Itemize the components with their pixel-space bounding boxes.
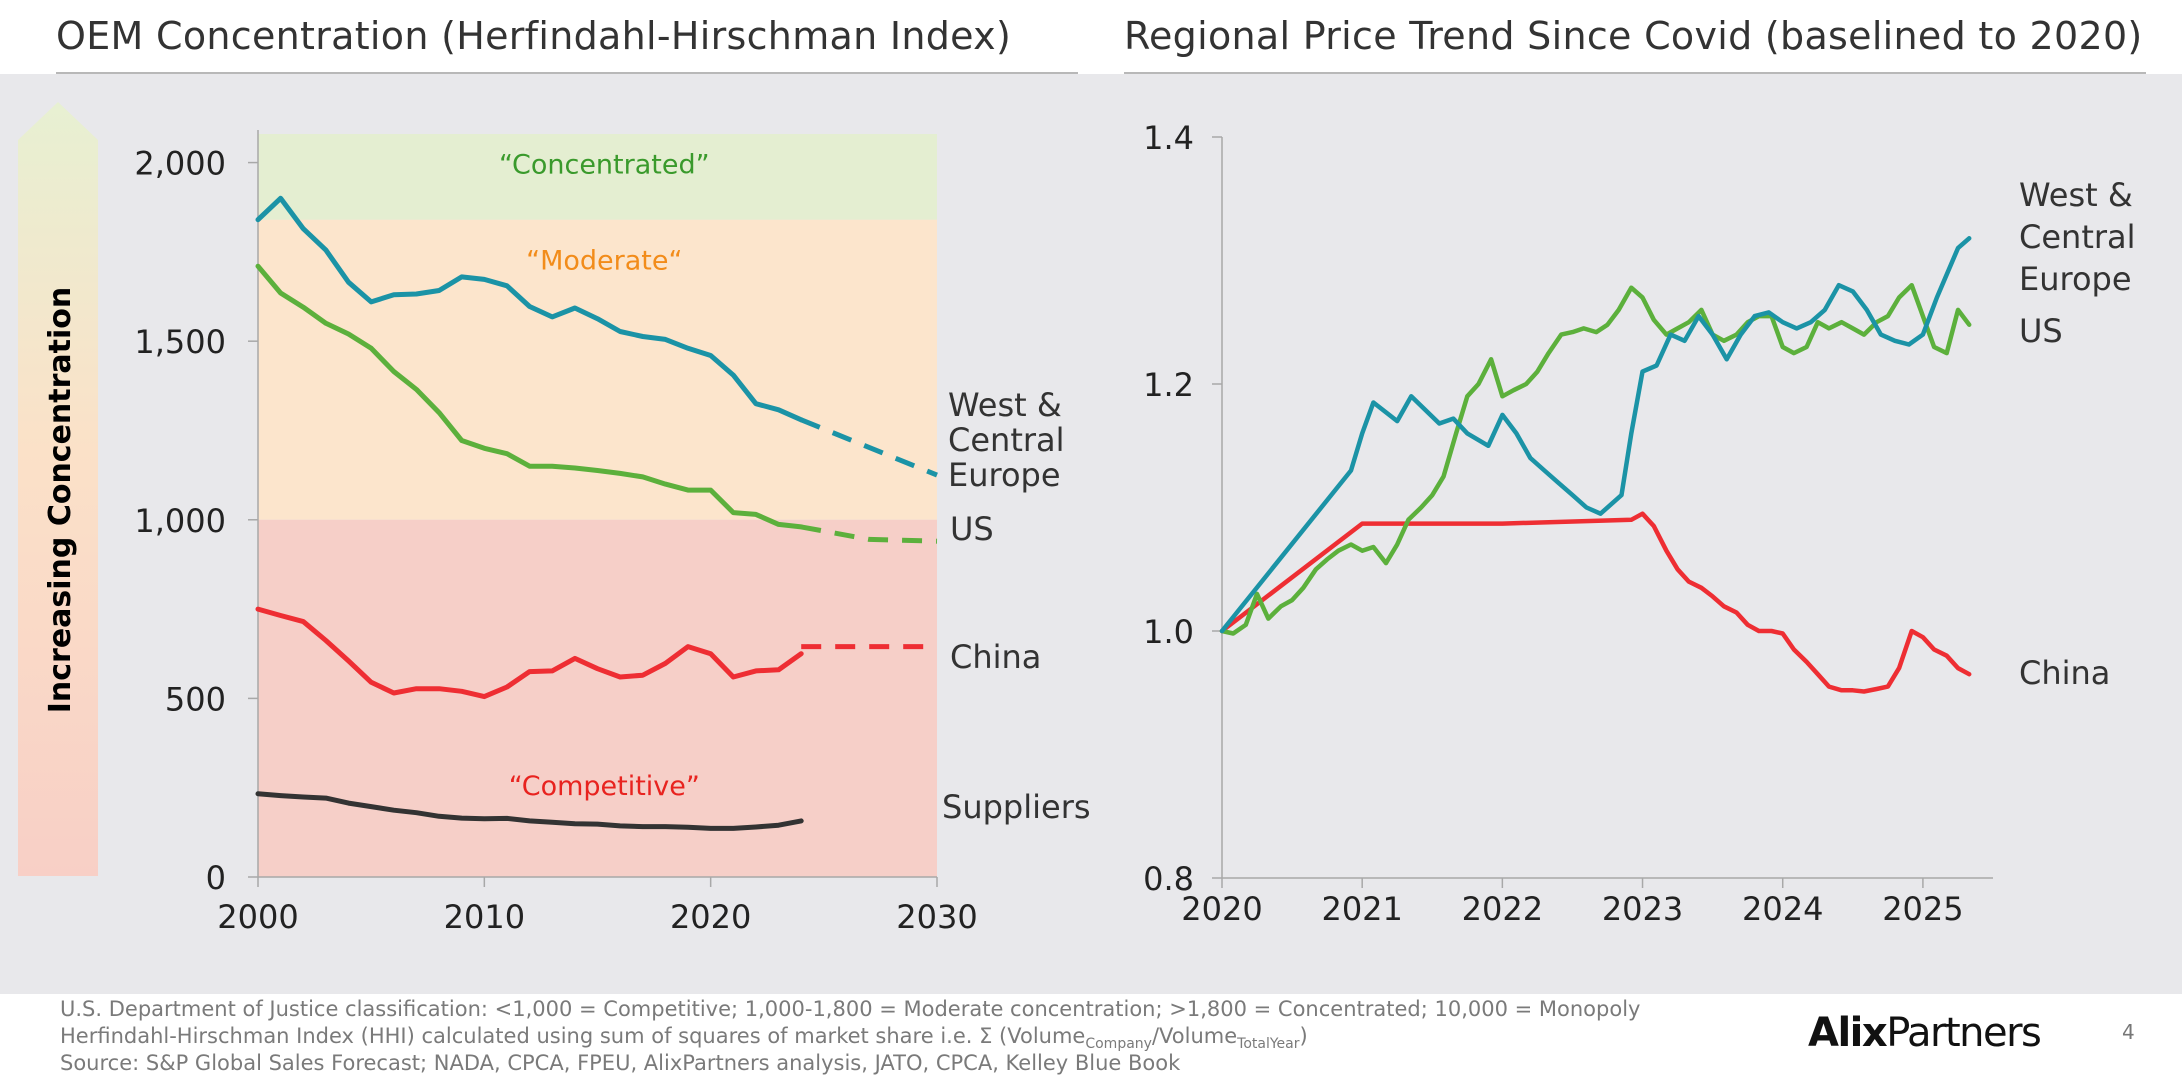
y-tick-label: 1,000 [134,502,226,540]
x-tick-label: 2023 [1602,890,1683,928]
page-number: 4 [2122,1020,2135,1044]
left-chart-title: OEM Concentration (Herfindahl-Hirschman … [56,14,1012,58]
x-tick-label: 2000 [217,898,298,936]
series-label-china: China [950,638,1041,676]
increasing-concentration-arrow [18,102,98,876]
series-forecast-west_europe [800,417,938,478]
series-line-suppliers [255,791,804,831]
y-tick-label: 1,500 [134,323,226,361]
series-label-suppliers: Suppliers [942,788,1091,826]
right-title-rule [1124,72,2146,74]
x-tick-label: 2021 [1321,890,1402,928]
series-label-us: US [2019,312,2063,350]
x-tick-label: 2030 [896,898,977,936]
alixpartners-logo: AlixPartners [1808,1010,2042,1056]
y-tick-label: 1.4 [1143,119,1194,157]
series-forecast-us [800,524,938,544]
series-line-china [1219,511,1972,694]
x-tick-label: 2025 [1882,890,1963,928]
x-tick-label: 2024 [1742,890,1823,928]
band-label-concentrated: “Concentrated” [499,149,710,180]
x-tick-label: 2020 [1181,890,1262,928]
y-tick-label: 2,000 [134,145,226,183]
x-tick-label: 2022 [1462,890,1543,928]
series-line-us [255,263,804,530]
y-tick-label: 500 [165,680,226,718]
footnote-doj-classification: U.S. Department of Justice classificatio… [60,997,1641,1021]
series-line-us [1219,282,1972,636]
y-tick-label: 0.8 [1143,860,1194,898]
x-tick-label: 2020 [670,898,751,936]
footnote-sources: Source: S&P Global Sales Forecast; NADA,… [60,1051,1181,1075]
left-title-rule [56,72,1078,74]
band-label-moderate: “Moderate“ [526,246,682,277]
band-concentrated [258,134,937,220]
y-tick-label: 0 [206,859,226,897]
series-line-west_europe [255,195,804,423]
series-label-west_europe: Central [948,421,1065,459]
band-competitive [258,519,937,877]
band-label-competitive: “Competitive” [509,771,700,802]
series-line-west_europe [1219,236,1972,634]
hhi-chart: “Concentrated” “Moderate“ “Competitive” 0 5… [18,102,1091,936]
series-label-us: US [950,510,994,548]
y-tick-label: 1.0 [1143,613,1194,651]
x-tick-label: 2010 [444,898,525,936]
increasing-concentration-label: Increasing Concentration [43,287,78,714]
series-label-west_europe: Europe [2019,260,2132,298]
series-label-west_europe: West & [2019,176,2133,214]
y-tick-label: 1.2 [1143,366,1194,404]
series-label-west_europe: Europe [948,456,1061,494]
series-label-china: China [2019,654,2110,692]
series-label-west_europe: Central [2019,218,2136,256]
right-chart-title: Regional Price Trend Since Covid (baseli… [1124,14,2143,58]
series-line-china [255,606,804,700]
series-label-west_europe: West & [948,386,1062,424]
price-trend-chart: 0.8 1.0 1.2 1.4 2020 2021 2022 2023 2024 2025 Wes… [1143,119,2136,928]
footnote-hhi-formula: Herfindahl-Hirschman Index (HHI) calcula… [60,1024,1308,1053]
